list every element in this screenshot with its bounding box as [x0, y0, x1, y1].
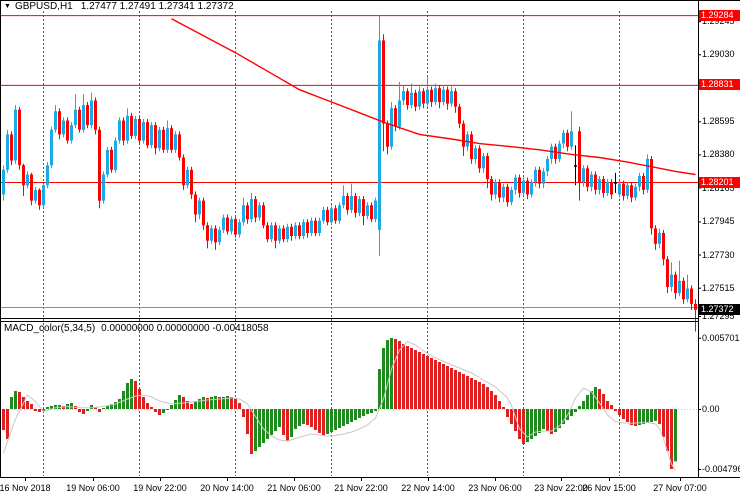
- ohlc-values: 1.27477 1.27491 1.27341 1.27372: [80, 1, 234, 12]
- time-axis-label: 20 Nov 14:00: [200, 483, 254, 493]
- price-level-lines: [0, 15, 698, 308]
- macd-signal-line: [3, 340, 676, 471]
- grid-separators: [43, 11, 620, 476]
- chart-frame: [0, 0, 740, 478]
- time-axis-label: 21 Nov 22:00: [334, 483, 388, 493]
- indicator-axis-label: 0.00: [702, 404, 720, 414]
- chart-title: ▼ GBPUSD,H1 1.27477 1.27491 1.27341 1.2737…: [4, 1, 234, 12]
- level-price-badge: 1.28201: [699, 177, 740, 188]
- indicator-values: 0.00000000 0.00000000 -0.00418058: [101, 323, 269, 334]
- price-axis-label: 1.29030: [702, 49, 735, 60]
- time-axis-label: 23 Nov 22:00: [534, 483, 588, 493]
- indicator-name: MACD_color(5,34,5): [4, 323, 96, 334]
- indicator-label: MACD_color(5,34,5) 0.00000000 0.00000000 …: [4, 323, 269, 334]
- time-axis-label: 23 Nov 06:00: [468, 483, 522, 493]
- time-axis-label: 16 Nov 2018: [0, 483, 51, 493]
- time-axis-label: 27 Nov 07:00: [653, 483, 707, 493]
- indicator-axis-label: -0.004796: [702, 463, 740, 474]
- symbol-period-label: GBPUSD,H1: [14, 1, 73, 12]
- time-axis-label: 22 Nov 14:00: [401, 483, 455, 493]
- macd-histogram: [2, 338, 677, 469]
- level-price-badge: 1.28831: [699, 79, 740, 90]
- price-axis-label: 1.29245: [702, 16, 735, 27]
- price-axis-label: 1.27295: [702, 311, 735, 321]
- candles: [2, 15, 697, 332]
- symbol-dropdown-icon[interactable]: ▼: [4, 3, 11, 10]
- time-axis-label: 26 Nov 15:00: [582, 483, 636, 493]
- moving-average-line: [171, 18, 696, 176]
- current-price-badge: 1.27372: [699, 304, 740, 315]
- price-axis-label: 1.28380: [702, 149, 735, 160]
- indicator-axis-label: 0.005701: [702, 332, 740, 343]
- price-axis-label: 1.27515: [702, 282, 735, 293]
- time-axis-label: 19 Nov 22:00: [133, 483, 187, 493]
- level-price-badge: 1.29284: [699, 10, 740, 21]
- time-axis-label: 19 Nov 06:00: [66, 483, 120, 493]
- price-axis-label: 1.28595: [702, 116, 735, 127]
- price-axis-label: 1.27945: [702, 216, 735, 227]
- time-axis-label: 21 Nov 06:00: [267, 483, 321, 493]
- price-axis-label: 1.27730: [702, 249, 735, 260]
